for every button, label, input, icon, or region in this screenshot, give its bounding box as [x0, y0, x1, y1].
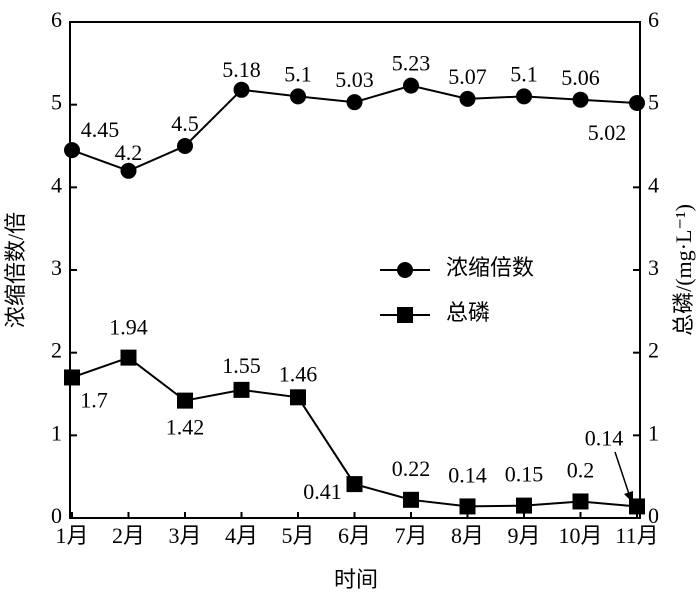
data-label: 5.1 — [510, 61, 538, 86]
data-point — [572, 493, 589, 510]
data-label: 0.22 — [392, 456, 431, 481]
y-tick-label: 6 — [51, 7, 62, 32]
y-tick-label: 5 — [51, 90, 62, 115]
annotation-arrow — [614, 451, 631, 498]
data-point — [290, 88, 306, 105]
y2-tick-label: 5 — [648, 90, 659, 115]
data-point — [403, 77, 419, 94]
data-point — [346, 476, 363, 493]
y-tick-label: 2 — [51, 338, 62, 363]
x-tick-label: 5月 — [281, 523, 314, 548]
data-label: 0.2 — [567, 458, 595, 483]
data-point — [64, 142, 80, 159]
data-label: 1.94 — [109, 315, 148, 340]
x-tick-label: 4月 — [225, 523, 258, 548]
data-point — [629, 95, 645, 112]
data-label: 5.07 — [448, 64, 487, 89]
x-tick-label: 6月 — [338, 523, 371, 548]
data-point — [64, 369, 80, 386]
data-label: 5.18 — [222, 57, 261, 82]
x-tick-label: 10月 — [558, 523, 602, 548]
x-tick-label: 9月 — [507, 523, 540, 548]
data-label: 0.41 — [303, 479, 342, 504]
data-point — [459, 498, 476, 515]
data-point — [290, 389, 306, 406]
data-label: 4.45 — [81, 117, 120, 142]
legend-marker — [397, 262, 413, 278]
data-point — [346, 94, 363, 111]
x-axis-label: 时间 — [334, 567, 378, 592]
y-tick-label: 3 — [51, 255, 62, 280]
data-label: 1.7 — [80, 388, 108, 413]
y-tick-label: 1 — [51, 420, 62, 445]
x-tick-label: 11月 — [615, 523, 658, 548]
data-label: 4.5 — [171, 111, 199, 136]
legend-marker — [397, 307, 413, 323]
y-tick-label: 0 — [51, 503, 62, 528]
data-point — [459, 90, 476, 107]
data-point — [516, 88, 532, 105]
data-label: 5.23 — [392, 51, 431, 76]
y2-tick-label: 4 — [648, 172, 659, 197]
x-tick-label: 2月 — [112, 523, 145, 548]
data-point — [572, 91, 589, 108]
y2-tick-label: 3 — [648, 255, 659, 280]
data-label: 1.46 — [279, 361, 318, 386]
data-label: 4.2 — [115, 140, 143, 165]
data-label: 5.03 — [335, 67, 374, 92]
data-point — [516, 497, 532, 514]
legend-label: 浓缩倍数 — [446, 255, 534, 280]
y2-tick-label: 2 — [648, 338, 659, 363]
y2-tick-label: 6 — [648, 7, 659, 32]
y-tick-label: 4 — [51, 172, 62, 197]
data-label: 1.55 — [222, 353, 261, 378]
data-point — [233, 81, 250, 98]
x-tick-label: 8月 — [451, 523, 484, 548]
data-point — [177, 392, 193, 409]
data-point — [629, 498, 645, 515]
x-tick-label: 3月 — [168, 523, 201, 548]
data-label: 5.02 — [588, 120, 627, 145]
data-label: 5.06 — [561, 65, 600, 90]
x-tick-label: 1月 — [55, 523, 88, 548]
data-point — [233, 381, 250, 398]
data-label: 0.15 — [505, 462, 544, 487]
data-point — [120, 162, 137, 179]
legend-label: 总磷 — [446, 300, 490, 325]
data-label: 0.14 — [448, 462, 487, 487]
data-point — [120, 349, 137, 366]
y-axis-label: 浓缩倍数/倍 — [3, 212, 28, 328]
y2-tick-label: 1 — [648, 420, 659, 445]
data-label: 0.14 — [585, 425, 624, 450]
data-point — [403, 491, 419, 508]
data-label: 5.1 — [284, 61, 312, 86]
y2-axis-label: 总磷/(mg·L⁻¹) — [671, 204, 696, 336]
y2-tick-label: 0 — [648, 503, 659, 528]
x-tick-label: 7月 — [394, 523, 427, 548]
data-point — [177, 138, 193, 154]
data-label: 1.42 — [166, 415, 205, 440]
